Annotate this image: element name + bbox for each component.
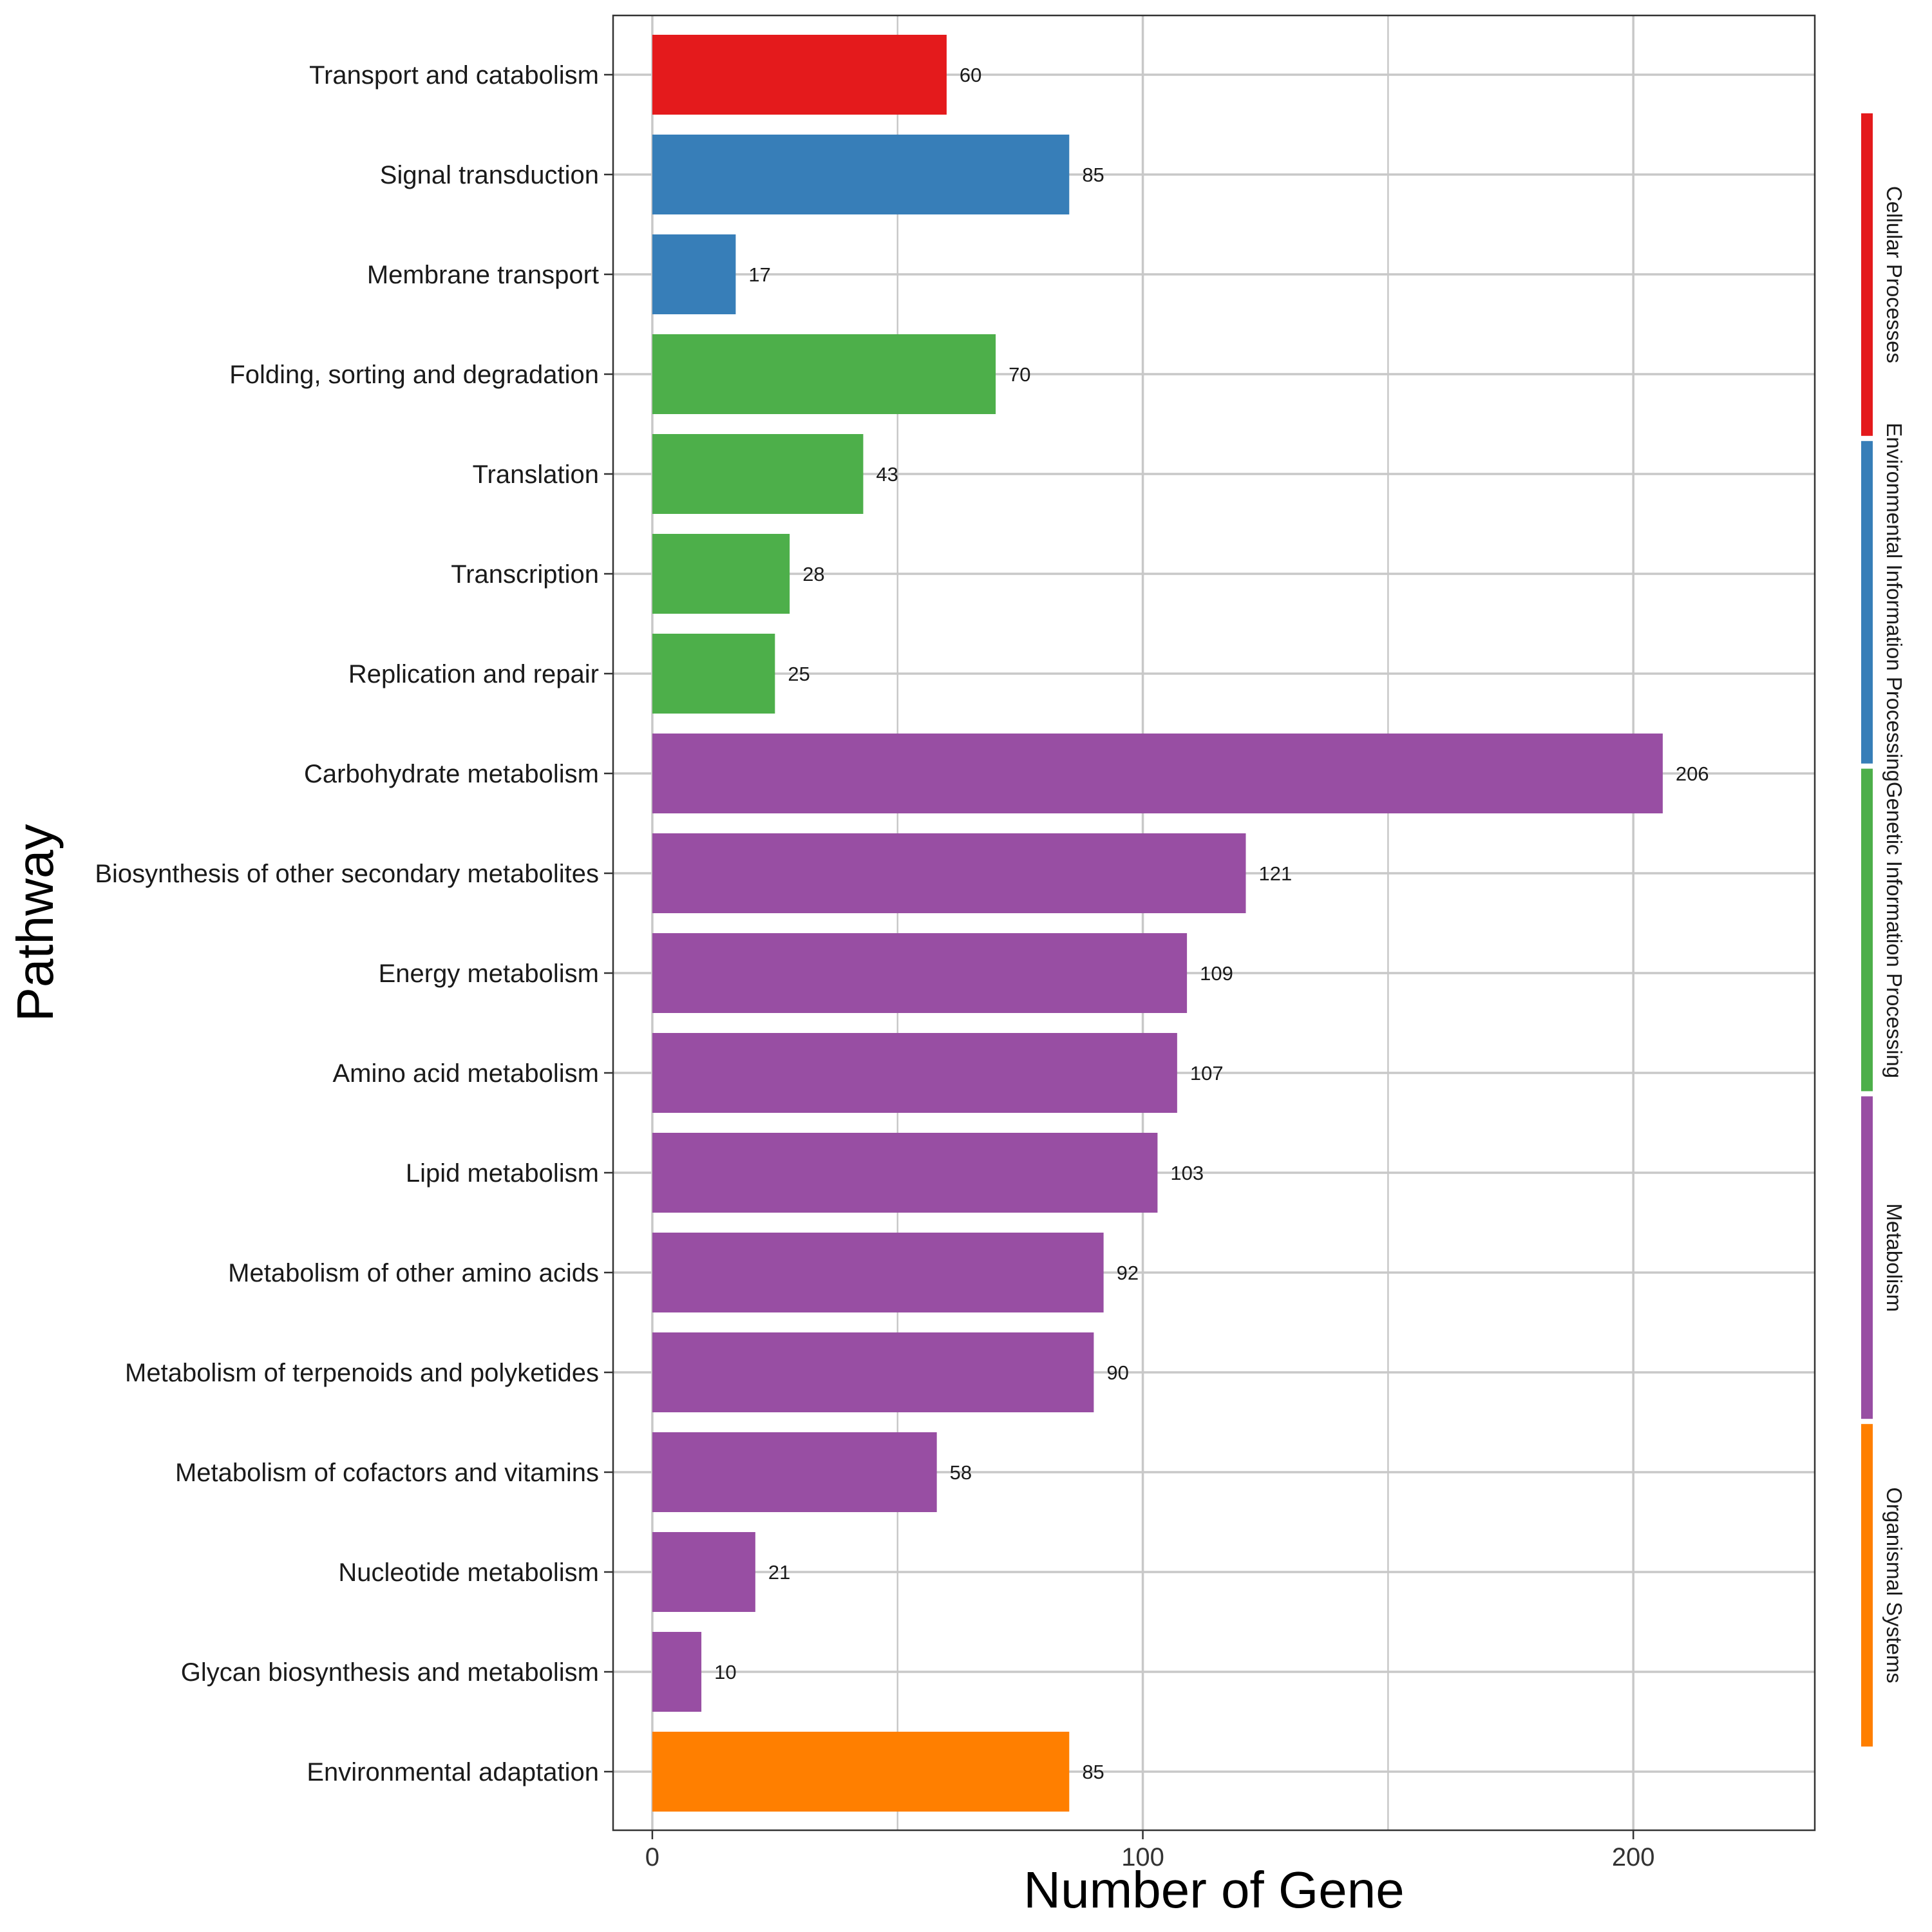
- category-label: Metabolism of other amino acids: [228, 1259, 599, 1287]
- x-tick-label: 0: [645, 1843, 659, 1871]
- category-label: Translation: [473, 460, 599, 489]
- bar: [652, 35, 947, 115]
- bar: [652, 135, 1070, 214]
- bar-value-label: 43: [876, 463, 898, 486]
- bar-value-label: 58: [950, 1461, 972, 1484]
- group-strip: [1861, 1424, 1873, 1747]
- category-label: Carbohydrate metabolism: [304, 760, 599, 788]
- bar-value-label: 10: [714, 1661, 736, 1683]
- group-label: Organismal Systems: [1882, 1487, 1906, 1683]
- category-label: Membrane transport: [367, 261, 599, 289]
- bar-value-label: 25: [788, 663, 810, 685]
- x-axis: 0 100 200: [645, 1830, 1655, 1871]
- category-label: Lipid metabolism: [406, 1159, 599, 1188]
- category-label: Transcription: [451, 560, 599, 589]
- bar: [652, 634, 775, 714]
- bar: [652, 334, 996, 414]
- bar: [652, 434, 864, 514]
- bar: [652, 1532, 755, 1612]
- bar-value-label: 109: [1200, 962, 1233, 985]
- y-axis: Transport and catabolism Signal transduct…: [95, 61, 613, 1786]
- bar-value-label: 107: [1190, 1062, 1224, 1084]
- group-label: Metabolism: [1882, 1203, 1906, 1312]
- group-label: Genetic Information Processing: [1882, 782, 1906, 1078]
- bar-value-label: 17: [748, 263, 770, 286]
- category-label: Energy metabolism: [379, 960, 599, 988]
- category-label: Folding, sorting and degradation: [229, 361, 599, 389]
- bar: [652, 1133, 1158, 1213]
- bar: [652, 1332, 1094, 1412]
- group-label: Cellular Processes: [1882, 186, 1906, 363]
- category-label: Metabolism of cofactors and vitamins: [175, 1459, 599, 1487]
- bar: [652, 734, 1663, 813]
- bar: [652, 1632, 702, 1712]
- category-label: Biosynthesis of other secondary metaboli…: [95, 860, 599, 888]
- category-label: Signal transduction: [380, 161, 599, 189]
- bar: [652, 933, 1188, 1013]
- group-strip: [1861, 768, 1873, 1092]
- bar-value-label: 206: [1676, 762, 1709, 785]
- group-strip: [1861, 113, 1873, 436]
- x-tick-label: 200: [1612, 1843, 1655, 1871]
- grid-lines: [613, 15, 1815, 1830]
- plot-panel-border: [612, 14, 1816, 1832]
- category-label: Amino acid metabolism: [333, 1059, 600, 1088]
- bar-value-label: 28: [802, 563, 824, 585]
- bar-value-label: 121: [1259, 862, 1293, 885]
- bar-value-label: 70: [1009, 363, 1030, 386]
- category-label: Environmental adaptation: [307, 1758, 599, 1786]
- group-strip: [1861, 1096, 1873, 1419]
- group-label: Environmental Information Processing: [1882, 422, 1906, 782]
- group-strip: [1861, 440, 1873, 764]
- bar: [652, 1732, 1070, 1812]
- x-axis-title: Number of Gene: [1023, 1861, 1404, 1918]
- category-label: Transport and catabolism: [309, 61, 599, 90]
- value-labels: 60 85 17 70 43 28 25 206 121 109 107 103 92 90 58 21 10 8…: [714, 64, 1709, 1783]
- bars: [652, 35, 1663, 1812]
- bar-value-label: 85: [1082, 1761, 1104, 1783]
- bar: [652, 534, 790, 614]
- bar-value-label: 103: [1170, 1162, 1204, 1184]
- category-label: Nucleotide metabolism: [338, 1558, 599, 1587]
- bar-value-label: 92: [1117, 1262, 1139, 1284]
- bar-value-label: 21: [768, 1561, 790, 1584]
- y-axis-title: Pathway: [6, 824, 64, 1022]
- bar-value-label: 60: [960, 64, 981, 86]
- category-label: Replication and repair: [348, 660, 599, 688]
- bar: [652, 1432, 937, 1512]
- category-label: Glycan biosynthesis and metabolism: [181, 1658, 599, 1687]
- bar: [652, 234, 736, 314]
- x-tick-label: 100: [1121, 1843, 1164, 1871]
- bar: [652, 1033, 1177, 1113]
- bar: [652, 833, 1246, 913]
- group-legend-strips: Cellular Processes Environmental Informat…: [1861, 113, 1906, 1747]
- bar-value-label: 85: [1082, 164, 1104, 186]
- bar: [652, 1233, 1104, 1312]
- bar-value-label: 90: [1106, 1361, 1128, 1384]
- category-label: Metabolism of terpenoids and polyketides: [125, 1359, 599, 1387]
